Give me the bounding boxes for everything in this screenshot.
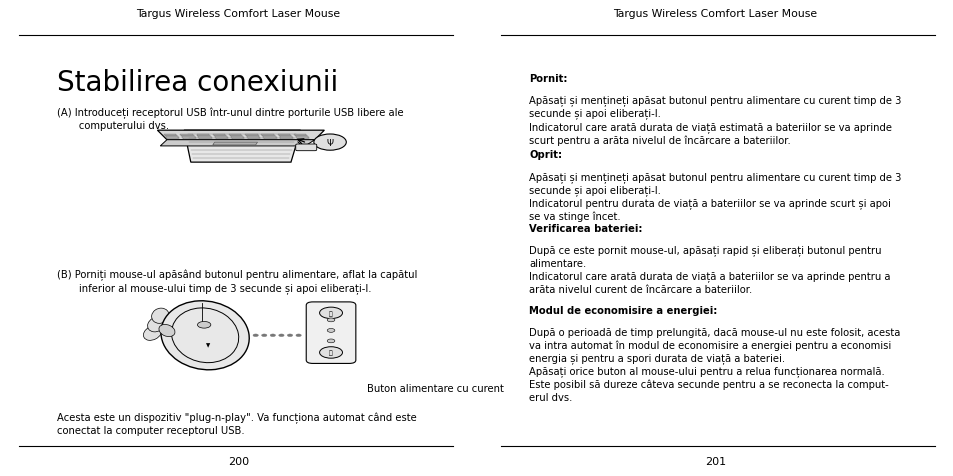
Polygon shape	[296, 138, 309, 139]
Text: Modul de economisire a energiei:: Modul de economisire a energiei:	[529, 306, 717, 316]
Polygon shape	[232, 138, 244, 139]
Polygon shape	[197, 136, 210, 137]
Polygon shape	[231, 137, 243, 138]
Polygon shape	[213, 143, 257, 146]
Circle shape	[327, 339, 335, 343]
Circle shape	[253, 334, 258, 337]
Polygon shape	[157, 131, 324, 140]
Polygon shape	[196, 135, 209, 136]
Ellipse shape	[161, 301, 249, 370]
Polygon shape	[181, 136, 193, 137]
Text: Stabilirea conexiunii: Stabilirea conexiunii	[57, 69, 338, 97]
Text: Targus Wireless Comfort Laser Mouse: Targus Wireless Comfort Laser Mouse	[613, 10, 817, 19]
Polygon shape	[166, 137, 178, 138]
Polygon shape	[262, 136, 274, 137]
Ellipse shape	[159, 325, 174, 337]
Polygon shape	[277, 135, 290, 136]
Ellipse shape	[152, 308, 169, 324]
Text: Apăsați și mențineți apăsat butonul pentru alimentare cu curent timp de 3
secund: Apăsați și mențineți apăsat butonul pent…	[529, 171, 901, 222]
Polygon shape	[248, 138, 260, 139]
Text: ⏻: ⏻	[329, 350, 333, 356]
Polygon shape	[184, 131, 300, 163]
Text: Targus Wireless Comfort Laser Mouse: Targus Wireless Comfort Laser Mouse	[136, 10, 340, 19]
FancyBboxPatch shape	[306, 302, 355, 364]
Polygon shape	[199, 138, 212, 139]
Circle shape	[261, 334, 267, 337]
Polygon shape	[280, 138, 293, 139]
Text: 200: 200	[228, 456, 249, 466]
Circle shape	[319, 307, 342, 319]
Polygon shape	[213, 136, 226, 137]
Circle shape	[295, 334, 301, 337]
FancyBboxPatch shape	[295, 145, 316, 151]
Text: (B) Porniți mouse-ul apăsând butonul pentru alimentare, aflat la capătul
       : (B) Porniți mouse-ul apăsând butonul pen…	[57, 269, 417, 294]
Circle shape	[287, 334, 293, 337]
Circle shape	[270, 334, 275, 337]
Circle shape	[327, 318, 335, 322]
Polygon shape	[160, 140, 314, 147]
Polygon shape	[167, 138, 179, 139]
Ellipse shape	[143, 326, 162, 341]
Polygon shape	[279, 137, 292, 138]
Polygon shape	[180, 135, 193, 136]
Text: Buton alimentare cu curent: Buton alimentare cu curent	[367, 383, 503, 393]
Polygon shape	[294, 136, 307, 137]
Polygon shape	[295, 137, 308, 138]
Text: (A) Introduceți receptorul USB într-unul dintre porturile USB libere ale
       : (A) Introduceți receptorul USB într-unul…	[57, 107, 403, 131]
Polygon shape	[246, 136, 258, 137]
Polygon shape	[214, 137, 227, 138]
Polygon shape	[264, 138, 276, 139]
Polygon shape	[294, 135, 306, 136]
Polygon shape	[182, 137, 194, 138]
Text: Ψ: Ψ	[326, 139, 334, 147]
Circle shape	[327, 329, 335, 333]
Polygon shape	[278, 136, 291, 137]
Polygon shape	[198, 137, 211, 138]
Circle shape	[278, 334, 284, 337]
Circle shape	[314, 135, 346, 151]
Text: ▼: ▼	[206, 343, 210, 347]
Circle shape	[319, 347, 342, 358]
Polygon shape	[165, 136, 177, 137]
Text: Oprit:: Oprit:	[529, 150, 562, 160]
Polygon shape	[263, 137, 275, 138]
Text: După o perioadă de timp prelungită, dacă mouse-ul nu este folosit, acesta
va int: După o perioadă de timp prelungită, dacă…	[529, 327, 900, 402]
Polygon shape	[164, 135, 176, 136]
Text: ⏻: ⏻	[329, 310, 333, 316]
Polygon shape	[230, 136, 242, 137]
Text: Verificarea bateriei:: Verificarea bateriei:	[529, 224, 642, 234]
Polygon shape	[245, 135, 257, 136]
Text: 201: 201	[704, 456, 725, 466]
Ellipse shape	[148, 317, 165, 332]
Text: Acesta este un dispozitiv "plug-n-play". Va funcționa automat când este
conectat: Acesta este un dispozitiv "plug-n-play".…	[57, 412, 416, 436]
Polygon shape	[215, 138, 228, 139]
Polygon shape	[229, 135, 241, 136]
Circle shape	[197, 322, 211, 328]
Text: După ce este pornit mouse-ul, apăsați rapid și eliberați butonul pentru
alimenta: După ce este pornit mouse-ul, apăsați ra…	[529, 245, 890, 294]
Text: Apăsați și mențineți apăsat butonul pentru alimentare cu curent timp de 3
secund: Apăsați și mențineți apăsat butonul pent…	[529, 95, 901, 146]
Text: Pornit:: Pornit:	[529, 74, 567, 84]
Polygon shape	[247, 137, 259, 138]
Polygon shape	[213, 135, 225, 136]
Polygon shape	[261, 135, 274, 136]
Polygon shape	[183, 138, 195, 139]
